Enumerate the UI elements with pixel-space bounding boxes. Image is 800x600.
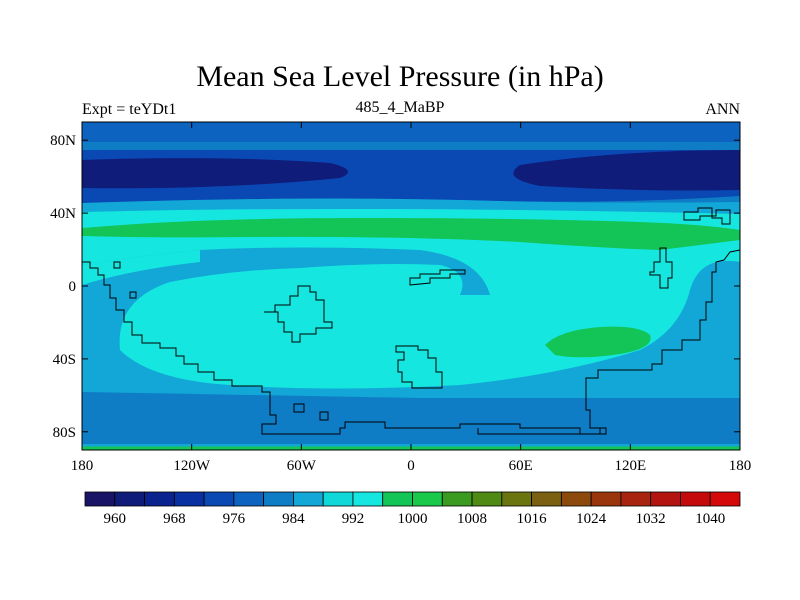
colorbar-swatch <box>650 491 681 507</box>
colorbar-swatch <box>233 491 265 507</box>
coastline-north-america-west <box>82 261 400 435</box>
colorbar-swatch <box>560 491 592 507</box>
coastlines <box>82 207 741 435</box>
field-green-band <box>82 218 740 250</box>
lon-tick-label: 180 <box>71 458 94 474</box>
coastline-south-polar <box>400 423 607 435</box>
colorbar-swatch <box>114 491 145 507</box>
colorbar-swatch <box>352 491 384 507</box>
colorbar-swatch <box>590 491 622 507</box>
longitude-axis: 180 120W 60W 0 60E 120E 180 <box>71 122 752 474</box>
field-cyan-strip <box>82 250 200 285</box>
colorbar-label: 1024 <box>576 511 607 527</box>
coastline-east-landmass <box>649 247 673 289</box>
field-green-blob <box>545 326 651 358</box>
colorbar-label: 976 <box>223 511 246 527</box>
field-deep-low-west <box>82 158 348 189</box>
colorbar-swatch <box>680 491 711 507</box>
lat-tick-label: 80N <box>50 133 76 149</box>
field-south-mid <box>82 398 740 444</box>
lat-tick-label: 80S <box>53 425 76 441</box>
time-period-label: 485_4_MaBP <box>355 99 445 116</box>
field-deep-low-east <box>513 150 740 191</box>
colorbar-swatch <box>412 491 443 507</box>
season-label: ANN <box>705 101 740 118</box>
lon-tick-label: 120E <box>614 458 646 474</box>
colorbar-label: 992 <box>342 511 365 527</box>
lon-tick-label: 60E <box>509 458 533 474</box>
colorbar-label: 1040 <box>695 511 725 527</box>
lat-tick-label: 0 <box>69 279 77 295</box>
colorbar-label: 1032 <box>636 511 666 527</box>
coastline-northeast <box>683 207 731 225</box>
colorbar: 960 968 976 984 992 1000 1008 1016 1024 1032 1040 <box>84 491 741 527</box>
colorbar-swatch <box>471 491 503 507</box>
coastline-small-island-3 <box>113 261 121 269</box>
coastline-small-island-2 <box>319 411 329 421</box>
colorbar-swatch <box>322 491 354 507</box>
colorbar-swatch <box>441 491 473 507</box>
colorbar-label: 1008 <box>457 511 487 527</box>
lon-tick-label: 60W <box>287 458 317 474</box>
colorbar-label: 960 <box>104 511 127 527</box>
colorbar-swatch <box>382 491 413 507</box>
colorbar-swatch <box>531 491 562 507</box>
field-high-lat-north <box>82 122 740 142</box>
colorbar-label: 968 <box>163 511 186 527</box>
pressure-field <box>82 122 740 450</box>
colorbar-swatch <box>144 491 175 507</box>
colorbar-label: 1016 <box>517 511 548 527</box>
lat-tick-label: 40S <box>53 352 76 368</box>
colorbar-label: 1000 <box>398 511 428 527</box>
colorbar-swatch <box>203 491 235 507</box>
colorbar-swatch <box>620 491 652 507</box>
lat-tick-label: 40N <box>50 206 76 222</box>
colorbar-label: 984 <box>282 511 305 527</box>
colorbar-swatch <box>293 491 324 507</box>
lon-tick-label: 180 <box>729 458 752 474</box>
latitude-axis: 80N 40N 0 40S 80S <box>50 133 740 441</box>
coastline-arctic-east <box>409 269 466 286</box>
colorbar-swatch <box>501 491 532 507</box>
lon-tick-label: 0 <box>407 458 415 474</box>
lon-tick-label: 120W <box>173 458 211 474</box>
coastline-africa-west <box>264 285 333 343</box>
coastline-east-coast <box>585 249 741 429</box>
experiment-label: Expt = teYDt1 <box>82 101 177 118</box>
coastline-small-island-1 <box>293 403 305 413</box>
coastline-indian-block <box>395 345 443 389</box>
colorbar-swatch <box>173 491 205 507</box>
coastline-small-island-4 <box>129 291 137 299</box>
colorbar-swatch <box>84 491 116 507</box>
map-title: Mean Sea Level Pressure (in hPa) <box>196 60 604 93</box>
colorbar-swatch <box>263 491 294 507</box>
colorbar-swatch <box>709 491 741 507</box>
